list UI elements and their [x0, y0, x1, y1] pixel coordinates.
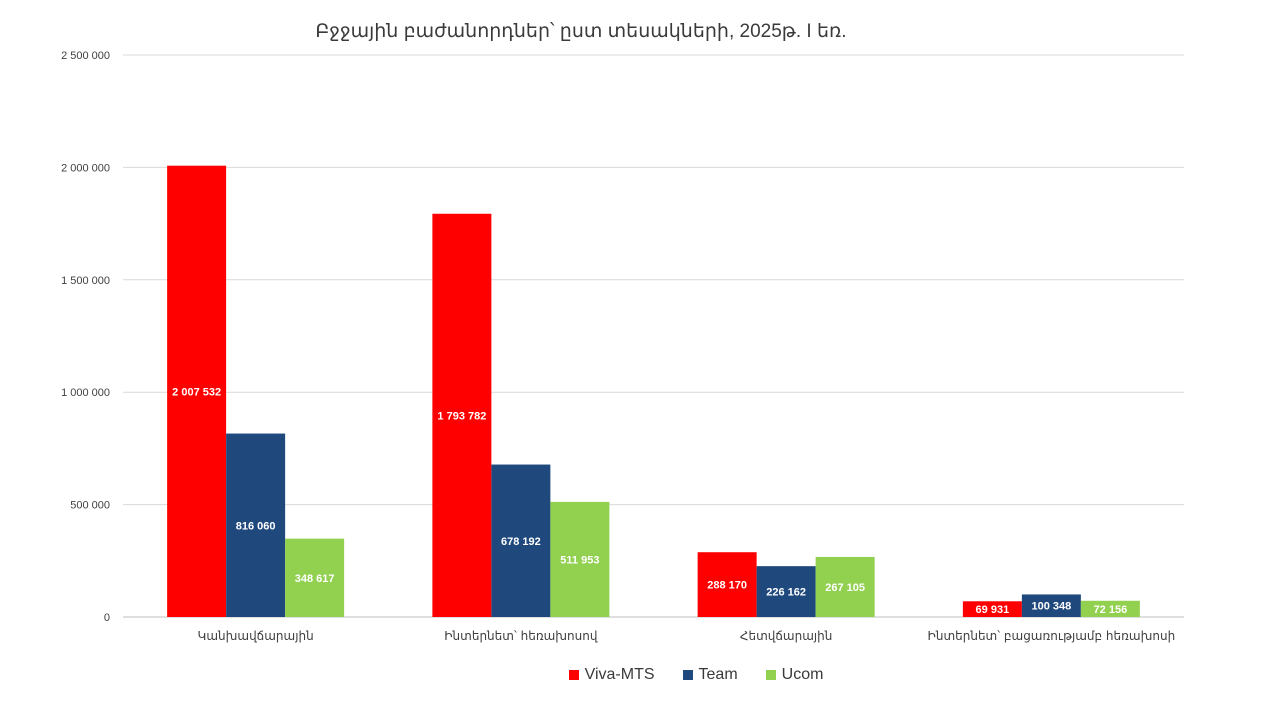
bar — [1080, 600, 1140, 617]
x-tick-label: Ինտերնետ՝ բացառությամբ հեռախոսի — [928, 629, 1176, 643]
legend-item: Viva-MTS — [568, 666, 655, 684]
data-label: 348 617 — [295, 573, 335, 585]
data-label: 1 793 782 — [437, 410, 486, 422]
data-label: 288 170 — [707, 580, 747, 592]
legend-swatch — [682, 670, 693, 680]
x-tick-label: Հետվճարային — [740, 629, 832, 643]
legend: Viva-MTS Team Ucom — [0, 666, 1280, 684]
x-tick-label: Կանխավճարային — [198, 629, 314, 643]
legend-item: Team — [682, 666, 738, 684]
bar — [756, 566, 816, 617]
legend-label: Viva-MTS — [584, 666, 655, 683]
legend-swatch — [765, 670, 776, 680]
legend-label: Ucom — [781, 666, 824, 683]
legend-label: Team — [698, 666, 738, 683]
bar — [1021, 594, 1081, 617]
data-label: 100 348 — [1031, 601, 1071, 613]
legend-swatch — [568, 670, 579, 680]
data-label: 69 931 — [976, 604, 1010, 616]
data-label: 816 060 — [236, 520, 276, 532]
bar — [167, 165, 227, 618]
bar — [491, 464, 551, 617]
bar — [285, 538, 345, 617]
y-tick-label: 500 000 — [70, 500, 110, 512]
bar — [815, 556, 875, 617]
data-label: 226 162 — [766, 587, 806, 599]
x-tick-label: Ինտերնետ՝ հեռախոսով — [444, 629, 598, 643]
bar — [226, 433, 286, 617]
data-label: 72 156 — [1094, 604, 1128, 616]
y-tick-label: 1 500 000 — [61, 275, 110, 287]
y-tick-label: 1 000 000 — [61, 387, 110, 399]
y-tick-label: 2 000 000 — [61, 162, 110, 174]
bar — [432, 213, 492, 617]
data-label: 267 105 — [825, 582, 865, 594]
bar — [697, 552, 757, 617]
chart-title: Բջջային բաժանորդներ՝ ըստ տեսակների, 2025… — [315, 21, 847, 42]
bar — [550, 501, 610, 617]
data-label: 511 953 — [560, 554, 599, 566]
y-tick-label: 0 — [104, 612, 110, 624]
data-label: 2 007 532 — [172, 386, 221, 398]
legend-item: Ucom — [765, 666, 824, 684]
data-label: 678 192 — [501, 536, 541, 548]
y-tick-label: 2 500 000 — [61, 50, 110, 62]
bar — [962, 601, 1022, 617]
